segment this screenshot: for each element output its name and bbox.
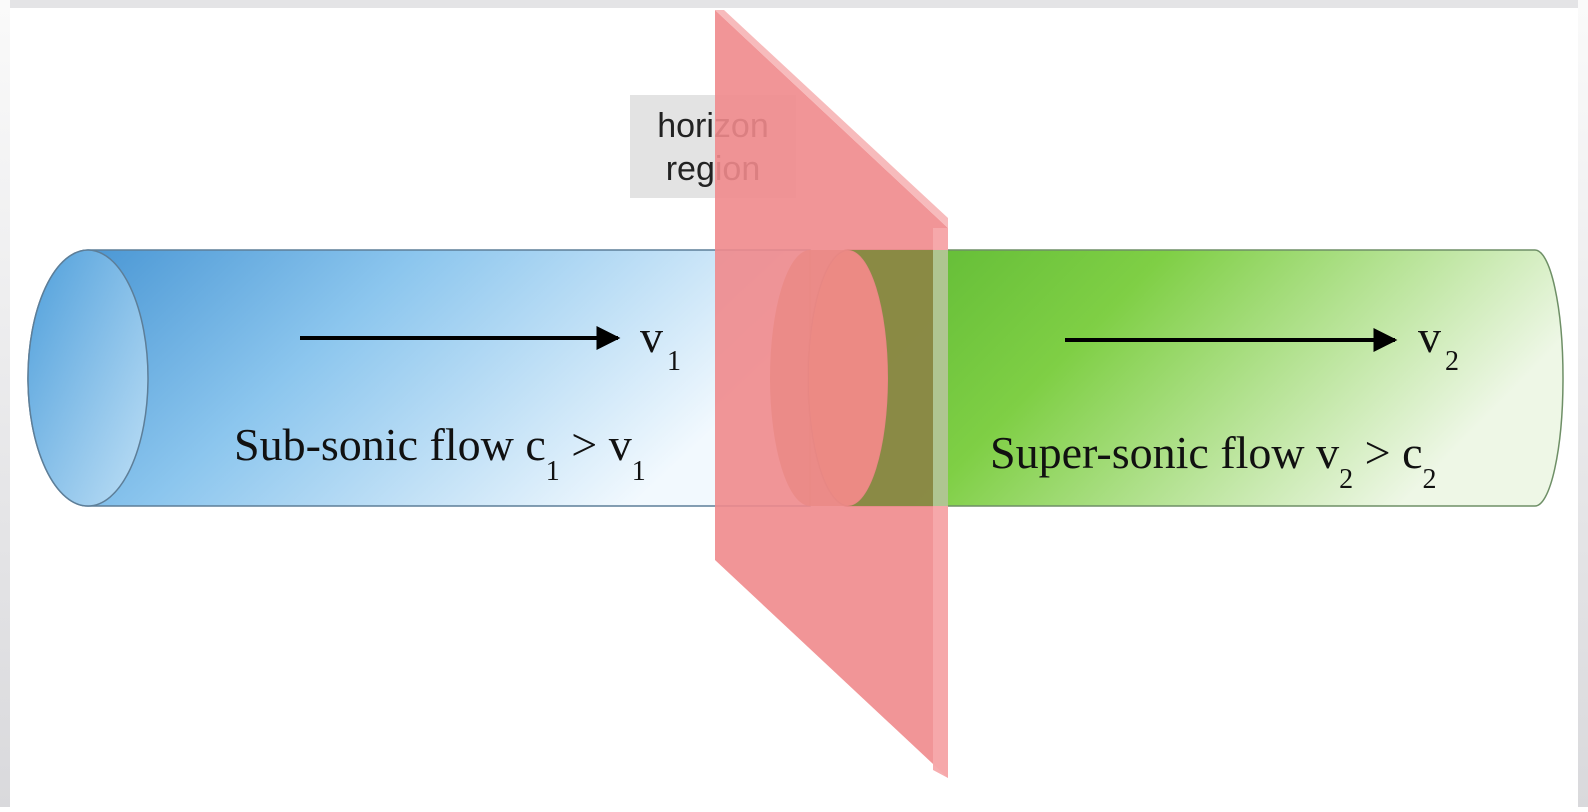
supersonic-pipe-body [847, 249, 1564, 507]
horizon-plane-top-edge [715, 10, 948, 228]
horizon-plane-face [715, 10, 948, 778]
supersonic-caption: Super-sonic flow v2 > c2 [990, 427, 1437, 495]
plane-edge-overlap [933, 250, 948, 506]
subsonic-pipe [27, 249, 811, 507]
frame-left [0, 0, 10, 807]
subsonic-pipe-opening [27, 249, 149, 507]
supersonic-pipe-through-plane [848, 250, 933, 506]
supersonic-pipe [847, 249, 1564, 507]
subsonic-caption: Sub-sonic flow c1 > v1 [234, 419, 646, 487]
frame-right [1578, 0, 1588, 807]
frame-top [0, 0, 1588, 8]
